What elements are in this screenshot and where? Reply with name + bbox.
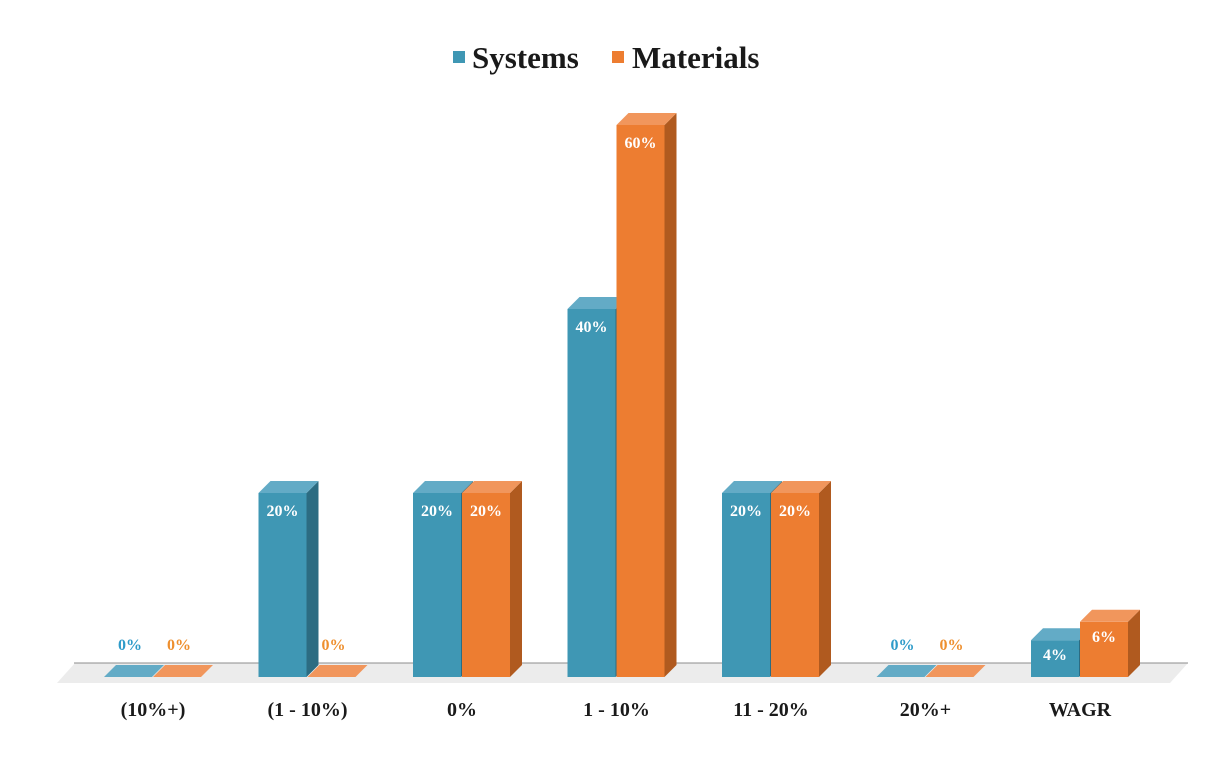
legend: Systems Materials — [453, 40, 759, 75]
bar-materials-6 — [1080, 609, 1140, 677]
value-label-systems-2: 20% — [421, 503, 453, 520]
value-label-systems-5: 0% — [891, 637, 915, 654]
bar-materials-5-top — [925, 665, 986, 677]
bar-systems-6-front — [1031, 640, 1079, 677]
value-label-materials-0: 0% — [167, 637, 191, 654]
bar-materials-4 — [771, 481, 831, 677]
bar-materials-3-top — [616, 113, 677, 125]
bar-systems-5-top — [876, 665, 937, 677]
value-label-materials-4: 20% — [779, 503, 811, 520]
bar-materials-6-top — [1080, 609, 1140, 622]
value-label-systems-1: 20% — [267, 503, 299, 520]
bar-systems-2-top — [413, 481, 473, 493]
bar-systems-6-top — [1031, 628, 1091, 641]
legend-swatch-systems — [453, 51, 465, 63]
bar-systems-3-top — [567, 297, 628, 309]
category-labels-group: (10%+) (1 - 10%) 0% 1 - 10% 11 - 20% 20%+ WAGR — [121, 699, 1112, 721]
bar-systems-4-front — [722, 493, 770, 677]
bar-materials-0 — [153, 665, 213, 677]
category-label-1: (1 - 10%) — [268, 699, 348, 721]
legend-swatch-materials — [612, 51, 624, 63]
bar-materials-4-front — [771, 493, 819, 677]
category-label-3: 1 - 10% — [583, 699, 650, 721]
bar-systems-1 — [258, 481, 319, 677]
bar-systems-4-top — [722, 481, 782, 493]
bar-materials-6-side — [1128, 609, 1140, 677]
bar-systems-3-front — [567, 309, 616, 677]
bar-materials-3-front — [616, 125, 665, 677]
value-labels-group: 0% 0% 20% 0% 20% 20% 40% 60% 20% 20% 0% 0% 4% 6% — [118, 135, 1116, 664]
bar-systems-2-front — [413, 493, 461, 677]
bar-systems-1-top — [258, 481, 319, 493]
bar-systems-0-top — [104, 665, 164, 677]
category-label-5: 20%+ — [900, 699, 951, 721]
bar-materials-2-side — [510, 481, 522, 677]
bar-materials-1-top — [307, 665, 368, 677]
bar-systems-1-front — [258, 493, 307, 677]
value-label-systems-3: 40% — [576, 319, 608, 336]
value-label-materials-2: 20% — [470, 503, 502, 520]
bar-materials-4-top — [771, 481, 831, 493]
bar-materials-2-top — [462, 481, 522, 493]
bar-systems-1-side — [306, 481, 319, 677]
bars-group — [104, 113, 1140, 677]
bar-systems-4 — [722, 481, 782, 677]
bar-materials-3-side — [664, 113, 677, 677]
value-label-systems-0: 0% — [118, 637, 142, 654]
value-label-systems-6: 4% — [1043, 647, 1067, 664]
bar-systems-5 — [876, 665, 937, 677]
category-label-0: (10%+) — [121, 699, 186, 721]
bar-materials-3 — [616, 113, 677, 677]
bar-materials-0-top — [153, 665, 213, 677]
bar-materials-2 — [462, 481, 522, 677]
value-label-materials-5: 0% — [940, 637, 964, 654]
value-label-materials-6: 6% — [1092, 629, 1116, 646]
legend-label-systems: Systems — [472, 40, 579, 75]
category-label-6: WAGR — [1049, 699, 1112, 721]
value-label-materials-3: 60% — [625, 135, 657, 152]
legend-label-materials: Materials — [632, 40, 759, 75]
value-label-systems-4: 20% — [730, 503, 762, 520]
value-label-materials-1: 0% — [322, 637, 346, 654]
bar-materials-2-front — [462, 493, 510, 677]
bar-systems-0 — [104, 665, 164, 677]
bar-materials-5 — [925, 665, 986, 677]
category-label-2: 0% — [447, 699, 477, 721]
bar-materials-1 — [307, 665, 368, 677]
bar-materials-4-side — [819, 481, 831, 677]
category-label-4: 11 - 20% — [733, 699, 809, 721]
bar-materials-6-front — [1080, 621, 1128, 677]
